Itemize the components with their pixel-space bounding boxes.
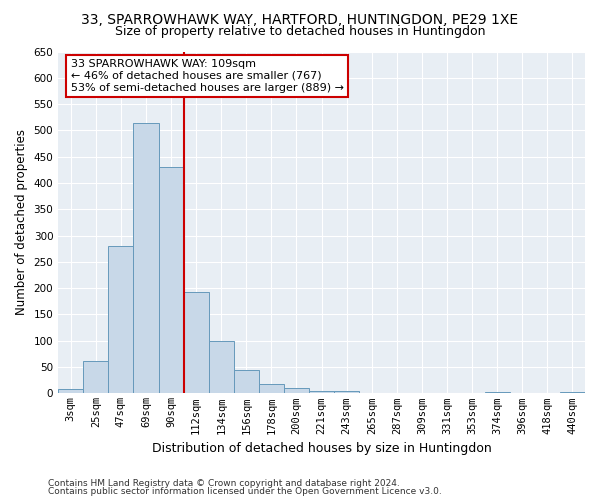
Bar: [209, 341, 234, 394]
Bar: [83, 361, 109, 394]
Bar: [259, 384, 284, 394]
Bar: [58, 389, 83, 394]
Text: 33 SPARROWHAWK WAY: 109sqm
← 46% of detached houses are smaller (767)
53% of sem: 33 SPARROWHAWK WAY: 109sqm ← 46% of deta…: [71, 60, 344, 92]
Bar: [284, 388, 309, 394]
Bar: [334, 391, 359, 394]
Text: 33, SPARROWHAWK WAY, HARTFORD, HUNTINGDON, PE29 1XE: 33, SPARROWHAWK WAY, HARTFORD, HUNTINGDO…: [82, 12, 518, 26]
Text: Contains public sector information licensed under the Open Government Licence v3: Contains public sector information licen…: [48, 487, 442, 496]
Bar: [158, 167, 184, 394]
Bar: [133, 122, 158, 394]
Bar: [309, 392, 334, 394]
Bar: [184, 292, 209, 394]
Y-axis label: Number of detached properties: Number of detached properties: [15, 130, 28, 316]
Bar: [109, 246, 133, 394]
Bar: [485, 392, 510, 394]
Bar: [234, 370, 259, 394]
Bar: [560, 392, 585, 394]
Text: Size of property relative to detached houses in Huntingdon: Size of property relative to detached ho…: [115, 25, 485, 38]
X-axis label: Distribution of detached houses by size in Huntingdon: Distribution of detached houses by size …: [152, 442, 491, 455]
Text: Contains HM Land Registry data © Crown copyright and database right 2024.: Contains HM Land Registry data © Crown c…: [48, 478, 400, 488]
